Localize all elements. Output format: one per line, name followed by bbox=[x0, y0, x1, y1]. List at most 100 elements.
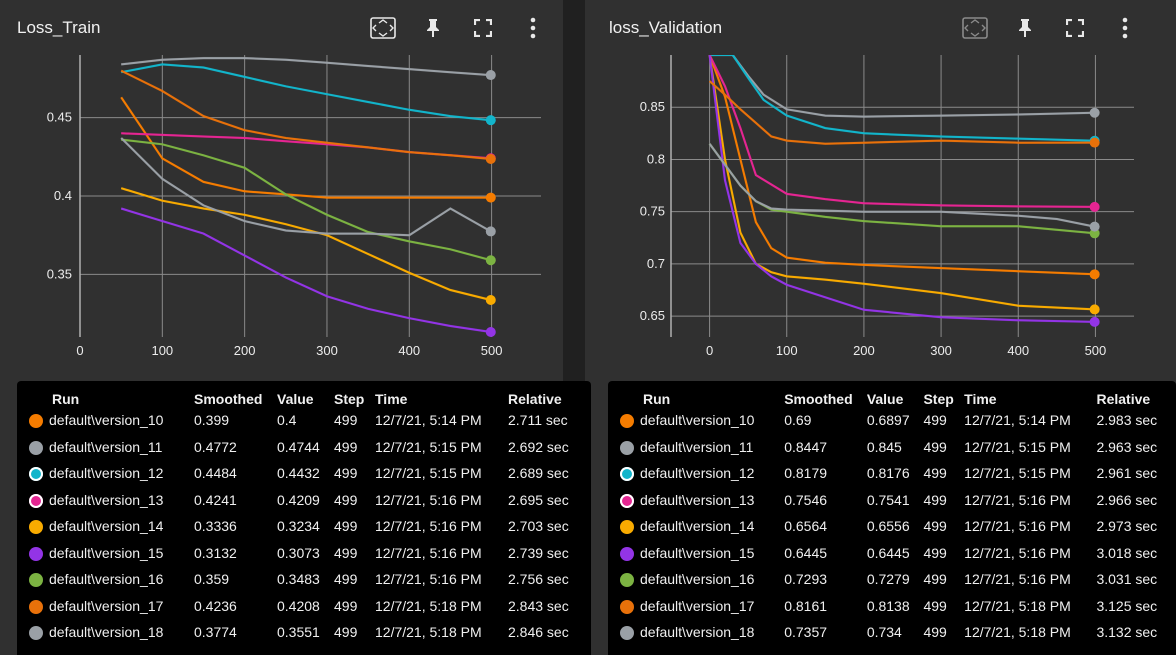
run-name: default\version_18 bbox=[640, 624, 755, 641]
x-tick-label: 0 bbox=[706, 343, 713, 358]
run-name: default\version_11 bbox=[640, 438, 754, 455]
run-color-dot bbox=[29, 440, 43, 455]
x-tick-label: 200 bbox=[234, 343, 256, 358]
table-row: default\version_12 0.8179 0.8176 499 12/7/21… bbox=[608, 460, 1176, 487]
step-cell: 499 bbox=[923, 571, 947, 588]
run-name: default\version_10 bbox=[640, 412, 755, 429]
series-end-marker bbox=[1089, 201, 1100, 212]
pin-button[interactable] bbox=[419, 14, 447, 42]
run-cell: default\version_13 bbox=[608, 487, 784, 514]
run-name: default\version_17 bbox=[49, 597, 164, 614]
relative-cell: 2.695 sec bbox=[508, 491, 569, 508]
series-line bbox=[120, 187, 492, 301]
column-header[interactable]: Smoothed bbox=[784, 391, 853, 407]
relative-cell: 2.703 sec bbox=[508, 518, 569, 535]
time-cell: 12/7/21, 5:16 PM bbox=[964, 544, 1071, 561]
more-options-button[interactable] bbox=[1111, 14, 1139, 42]
value-cell: 0.734 bbox=[866, 624, 902, 641]
series-line bbox=[120, 96, 491, 199]
x-tick-label: 400 bbox=[398, 343, 420, 358]
series-end-marker bbox=[1089, 137, 1100, 148]
more-options-button[interactable] bbox=[519, 14, 547, 42]
series-line bbox=[708, 143, 1095, 228]
column-header[interactable]: Smoothed bbox=[194, 391, 263, 407]
column-header[interactable]: Run bbox=[52, 391, 80, 407]
series-line bbox=[708, 143, 1095, 235]
column-header[interactable]: Run bbox=[643, 391, 671, 407]
relative-cell: 2.843 sec bbox=[508, 597, 569, 614]
value-cell: 0.3073 bbox=[277, 544, 320, 561]
smoothed-cell: 0.3132 bbox=[194, 544, 237, 561]
column-header[interactable]: Value bbox=[277, 391, 314, 407]
fit-domain-icon bbox=[962, 17, 988, 39]
relative-cell: 2.973 sec bbox=[1096, 518, 1158, 535]
column-header[interactable]: Step bbox=[334, 391, 365, 407]
table-row: default\version_10 0.69 0.6897 499 12/7/21, … bbox=[608, 407, 1176, 434]
series-line bbox=[120, 137, 492, 237]
value-cell: 0.4208 bbox=[277, 597, 320, 614]
run-cell: default\version_14 bbox=[608, 513, 784, 540]
run-color-dot bbox=[620, 467, 634, 482]
relative-cell: 3.132 sec bbox=[1096, 624, 1158, 641]
step-cell: 499 bbox=[923, 465, 947, 482]
series-end-marker bbox=[485, 255, 496, 266]
column-header[interactable]: Time bbox=[375, 391, 408, 407]
run-color-dot bbox=[29, 520, 43, 535]
x-tick-label: 400 bbox=[1007, 343, 1029, 358]
run-color-dot bbox=[29, 493, 43, 508]
value-cell: 0.6897 bbox=[866, 412, 910, 429]
run-color-dot bbox=[620, 599, 634, 614]
run-color-dot bbox=[620, 414, 634, 429]
step-cell: 499 bbox=[923, 624, 947, 641]
fit-domain-button[interactable] bbox=[369, 14, 397, 42]
value-cell: 0.3551 bbox=[277, 624, 320, 641]
y-tick-label: 0.45 bbox=[47, 110, 72, 125]
run-cell: default\version_16 bbox=[17, 566, 194, 593]
pin-button[interactable] bbox=[1011, 14, 1039, 42]
column-header[interactable]: Relative bbox=[508, 391, 562, 407]
series-raw-line bbox=[708, 143, 1095, 235]
loss-train-plot[interactable]: 0 100 200 300 400 500 0.35 0.4 0.45 bbox=[0, 0, 563, 381]
series-end-marker bbox=[1089, 107, 1100, 118]
fit-domain-icon bbox=[370, 17, 396, 39]
smoothed-cell: 0.3336 bbox=[194, 518, 237, 535]
time-cell: 12/7/21, 5:18 PM bbox=[964, 624, 1071, 641]
table-row: default\version_13 0.4241 0.4209 499 12/7/21… bbox=[17, 487, 588, 514]
value-cell: 0.3234 bbox=[277, 518, 320, 535]
fullscreen-button[interactable] bbox=[469, 14, 497, 42]
fit-domain-button[interactable] bbox=[961, 14, 989, 42]
time-cell: 12/7/21, 5:16 PM bbox=[964, 571, 1071, 588]
table-header-row: Run Smoothed Value Step Time Relative bbox=[608, 381, 1176, 407]
run-cell: default\version_15 bbox=[608, 540, 784, 567]
relative-cell: 2.966 sec bbox=[1096, 491, 1158, 508]
run-cell: default\version_11 bbox=[608, 434, 784, 461]
chart-toolbar bbox=[961, 14, 1141, 42]
fullscreen-icon bbox=[1066, 19, 1084, 37]
run-cell: default\version_18 bbox=[17, 619, 194, 646]
relative-cell: 2.983 sec bbox=[1096, 412, 1158, 429]
value-cell: 0.4209 bbox=[277, 491, 320, 508]
time-cell: 12/7/21, 5:15 PM bbox=[964, 465, 1071, 482]
pin-icon bbox=[1019, 19, 1031, 37]
series-line bbox=[709, 55, 1095, 142]
value-cell: 0.4 bbox=[277, 412, 297, 429]
run-name: default\version_10 bbox=[49, 412, 164, 429]
series-end-marker bbox=[485, 115, 496, 126]
column-header[interactable]: Time bbox=[964, 391, 997, 407]
column-header[interactable]: Relative bbox=[1096, 391, 1151, 407]
series-end-marker bbox=[485, 295, 496, 306]
relative-cell: 2.846 sec bbox=[508, 624, 569, 641]
relative-cell: 2.692 sec bbox=[508, 438, 569, 455]
column-header[interactable]: Value bbox=[866, 391, 904, 407]
loss-validation-plot[interactable]: 0 100 200 300 400 500 0.65 0.7 0.75 0.8 0.85 bbox=[585, 0, 1176, 381]
value-cell: 0.4744 bbox=[277, 438, 320, 455]
series-raw-line bbox=[120, 137, 492, 237]
smoothed-cell: 0.359 bbox=[194, 571, 230, 588]
run-name: default\version_12 bbox=[640, 465, 755, 482]
value-cell: 0.845 bbox=[866, 438, 902, 455]
run-color-dot bbox=[620, 440, 634, 455]
fullscreen-button[interactable] bbox=[1061, 14, 1089, 42]
series-raw-line bbox=[121, 138, 492, 262]
column-header[interactable]: Step bbox=[923, 391, 954, 407]
value-cell: 0.7279 bbox=[866, 571, 910, 588]
